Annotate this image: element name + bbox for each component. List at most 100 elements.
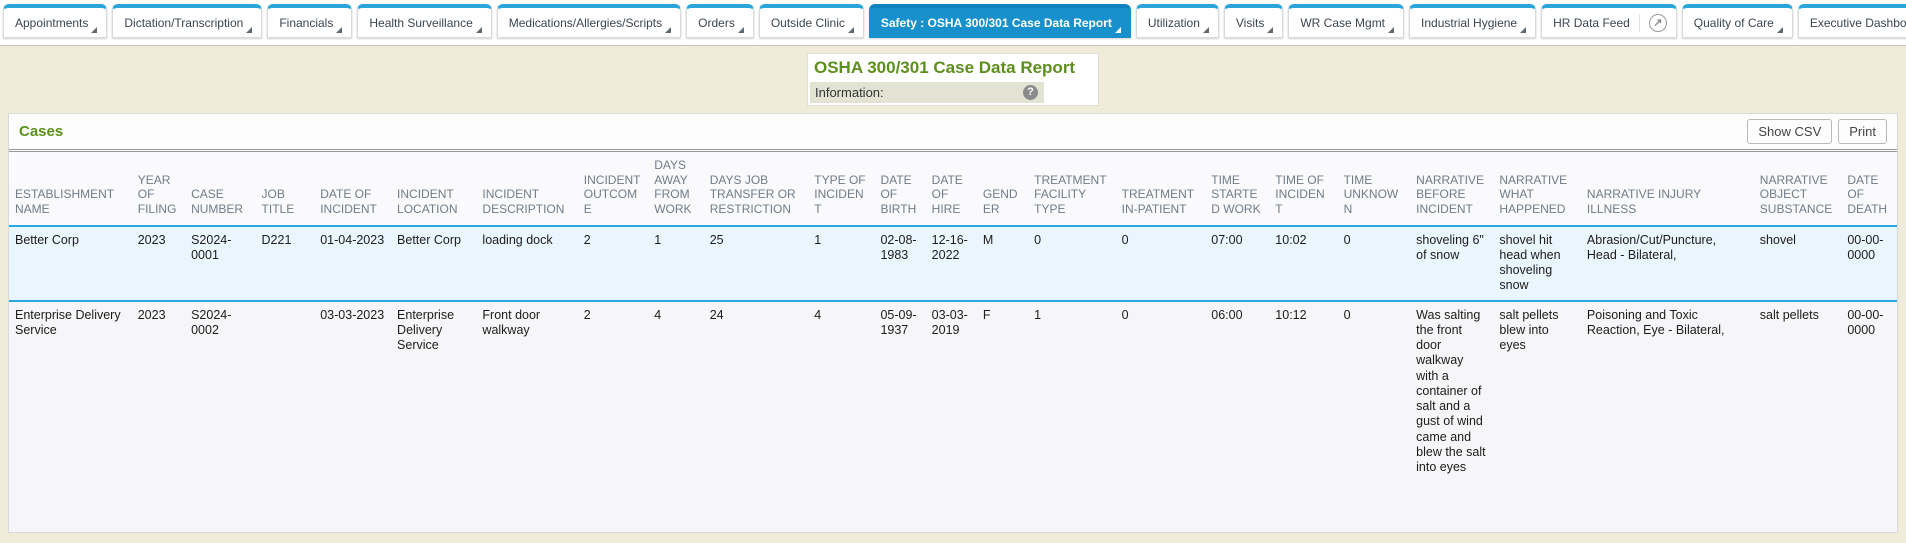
show-csv-button[interactable]: Show CSV bbox=[1747, 119, 1833, 144]
tab-financials[interactable]: Financials bbox=[267, 4, 353, 38]
cell-incident-location: Better Corp bbox=[391, 224, 477, 302]
cell-narrative-injury-illness: Abrasion/Cut/Puncture, Head - Bilateral, bbox=[1580, 224, 1754, 302]
tab-grip-icon bbox=[1202, 27, 1209, 33]
tab-executive-dashboard[interactable]: Executive Dashboard ↗ bbox=[1797, 4, 1906, 38]
cell-treatment-in-patient: 0 bbox=[1121, 307, 1129, 322]
tab-outside-clinic[interactable]: Outside Clinic bbox=[758, 4, 864, 38]
tab-hr-data-feed[interactable]: HR Data Feed ↗ bbox=[1541, 4, 1677, 38]
cell-incident-outcome: 2 bbox=[583, 307, 591, 322]
table-row[interactable]: Enterprise Delivery Service 2023 S2024-0… bbox=[9, 301, 1897, 482]
tab-visits[interactable]: Visits bbox=[1223, 4, 1284, 38]
column-header-treatment-in-patient: TREATMENT IN-PATIENT bbox=[1121, 187, 1194, 216]
tab-label: Visits bbox=[1235, 16, 1265, 30]
cell-days-job-transfer: 25 bbox=[703, 224, 809, 302]
cell-narrative-what-happened: shovel hit head when shoveling snow bbox=[1493, 224, 1581, 302]
tab-label: Safety : OSHA 300/301 Case Data Report bbox=[880, 16, 1112, 30]
cell-type-of-incident: 1 bbox=[808, 224, 875, 302]
tab-label: HR Data Feed bbox=[1553, 16, 1630, 30]
cell-gender: F bbox=[982, 307, 991, 322]
page-title: OSHA 300/301 Case Data Report bbox=[814, 58, 1076, 77]
tab-external-section: ↗ bbox=[1638, 14, 1667, 32]
column-header-incident-description: INCIDENT DESCRIPTION bbox=[482, 187, 565, 216]
tab-grip-icon bbox=[246, 27, 253, 33]
information-row: Information: ? bbox=[810, 82, 1096, 103]
information-label: Information: bbox=[815, 85, 884, 100]
table-header-row: ESTABLISHMENT NAME YEAR OF FILING CASE N… bbox=[9, 152, 1897, 226]
cell-date-of-hire: 03-03-2019 bbox=[931, 307, 968, 337]
cell-gender: M bbox=[976, 224, 1029, 302]
tab-grip-icon bbox=[1520, 27, 1527, 33]
tab-quality-of-care[interactable]: Quality of Care bbox=[1681, 4, 1793, 38]
cell-time-of-incident: 10:02 bbox=[1269, 224, 1338, 302]
section-title-cases: Cases bbox=[19, 123, 64, 140]
cell-treatment-facility-type: 0 bbox=[1028, 224, 1116, 302]
cell-incident-outcome: 2 bbox=[577, 224, 649, 302]
column-header-incident-location: INCIDENT LOCATION bbox=[397, 187, 458, 216]
cell-date-of-death: 00-00-0000 bbox=[1841, 224, 1897, 302]
tab-label: Orders bbox=[698, 16, 735, 30]
tab-grip-icon bbox=[1776, 27, 1783, 33]
column-header-days-away-from-work: DAYS AWAY FROM WORK bbox=[654, 158, 692, 216]
cell-case-number: S2024-0002 bbox=[191, 307, 232, 337]
column-header-date-of-birth: DATE OF BIRTH bbox=[880, 172, 917, 216]
report-title-box: OSHA 300/301 Case Data Report Informatio… bbox=[807, 53, 1099, 106]
tab-wr-case-mgmt[interactable]: WR Case Mgmt bbox=[1288, 4, 1405, 38]
cell-date-of-birth: 02-08-1983 bbox=[874, 224, 926, 302]
tab-label: Dictation/Transcription bbox=[124, 16, 244, 30]
tab-grip-icon bbox=[1114, 27, 1121, 33]
cases-panel: Cases Show CSV Print ESTABLISHMENT NAME … bbox=[8, 113, 1898, 533]
column-header-case-number: CASE NUMBER bbox=[191, 187, 244, 216]
table-row[interactable]: Better Corp 2023 S2024-0001 D221 01-04-2… bbox=[9, 224, 1897, 302]
tab-industrial-hygiene[interactable]: Industrial Hygiene bbox=[1409, 4, 1537, 38]
cases-header: Cases Show CSV Print bbox=[9, 114, 1897, 152]
tab-grip-icon bbox=[91, 27, 98, 33]
tab-grip-icon bbox=[737, 27, 744, 33]
tab-label: Executive Dashboard bbox=[1809, 16, 1906, 30]
help-icon[interactable]: ? bbox=[1023, 85, 1038, 100]
cell-treatment-in-patient: 0 bbox=[1115, 224, 1206, 302]
column-header-establishment-name: ESTABLISHMENT NAME bbox=[15, 187, 114, 216]
information-blank-field bbox=[1044, 82, 1096, 103]
tab-dictation-transcription[interactable]: Dictation/Transcription bbox=[112, 4, 263, 38]
column-header-narrative-what-happened: NARRATIVE WHAT HAPPENED bbox=[1499, 172, 1568, 216]
main-tab-bar: Appointments Dictation/Transcription Fin… bbox=[0, 0, 1906, 46]
cases-table: ESTABLISHMENT NAME YEAR OF FILING CASE N… bbox=[9, 152, 1897, 481]
cell-narrative-object-substance: salt pellets bbox=[1759, 307, 1819, 322]
cell-time-started-work: 07:00 bbox=[1205, 224, 1270, 302]
tab-grip-icon bbox=[1388, 27, 1395, 33]
tab-orders[interactable]: Orders bbox=[686, 4, 754, 38]
print-button[interactable]: Print bbox=[1838, 119, 1887, 144]
cell-narrative-injury-illness: Poisoning and Toxic Reaction, Eye - Bila… bbox=[1586, 307, 1725, 337]
cell-time-unknown: 0 bbox=[1337, 224, 1411, 302]
tab-grip-icon bbox=[847, 27, 854, 33]
column-header-time-unknown: TIME UNKNOWN bbox=[1343, 172, 1399, 216]
tab-label: Medications/Allergies/Scripts bbox=[508, 16, 663, 30]
column-header-gender: GENDER bbox=[982, 187, 1018, 216]
cell-time-started-work: 06:00 bbox=[1211, 307, 1243, 322]
tab-grip-icon bbox=[475, 27, 482, 33]
cell-date-of-death: 00-00-0000 bbox=[1847, 307, 1884, 337]
cell-days-away-from-work: 1 bbox=[648, 224, 704, 302]
column-header-time-started-work: TIME STARTED WORK bbox=[1211, 172, 1261, 216]
column-header-year-of-filing: YEAR OF FILING bbox=[137, 172, 177, 216]
tab-health-surveillance[interactable]: Health Surveillance bbox=[357, 4, 492, 38]
tab-label: Utilization bbox=[1147, 16, 1200, 30]
cell-incident-description: loading dock bbox=[476, 224, 578, 302]
column-header-treatment-facility-type: TREATMENT FACILITY TYPE bbox=[1034, 172, 1107, 216]
tab-safety-osha-report[interactable]: Safety : OSHA 300/301 Case Data Report bbox=[868, 4, 1131, 38]
tab-label: Financials bbox=[279, 16, 334, 30]
tab-appointments[interactable]: Appointments bbox=[3, 4, 108, 38]
cell-incident-description: Front door walkway bbox=[482, 307, 541, 337]
cell-establishment-name: Enterprise Delivery Service bbox=[15, 307, 121, 337]
cell-days-job-transfer: 24 bbox=[709, 307, 724, 322]
column-header-date-of-hire: DATE OF HIRE bbox=[931, 172, 963, 216]
external-link-icon[interactable]: ↗ bbox=[1648, 14, 1667, 32]
cell-type-of-incident: 4 bbox=[814, 307, 822, 322]
tab-utilization[interactable]: Utilization bbox=[1135, 4, 1219, 38]
tab-label: Health Surveillance bbox=[369, 16, 473, 30]
column-header-date-of-death: DATE OF DEATH bbox=[1847, 172, 1888, 216]
tab-medications-allergies-scripts[interactable]: Medications/Allergies/Scripts bbox=[496, 4, 682, 38]
column-header-narrative-before-incident: NARRATIVE BEFORE INCIDENT bbox=[1416, 172, 1484, 216]
column-header-date-of-incident: DATE OF INCIDENT bbox=[320, 187, 377, 216]
cell-year-of-filing: 2023 bbox=[137, 307, 166, 322]
